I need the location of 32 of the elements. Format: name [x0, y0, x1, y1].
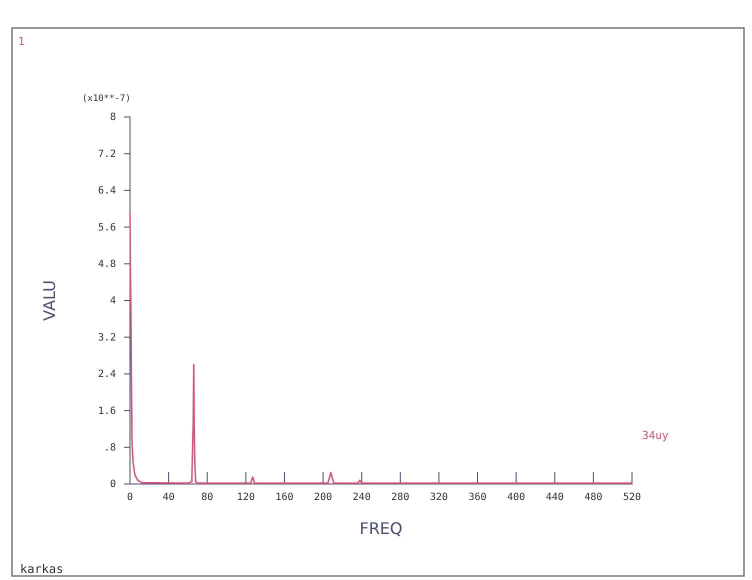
x-tick-label: 0 — [126, 492, 134, 503]
x-tick-label: 440 — [546, 492, 564, 503]
x-tick-label: 80 — [201, 492, 214, 503]
y-tick-label: 1.6 — [98, 406, 116, 417]
x-tick-label: 120 — [236, 492, 255, 503]
y-tick-label: 8 — [110, 112, 116, 124]
text: 1 — [18, 35, 25, 48]
x-axis-title: FREQ — [359, 519, 403, 538]
text: karkas — [20, 562, 64, 576]
x-tick-label: 360 — [468, 492, 487, 503]
line-series — [129, 212, 633, 484]
x-tick-label: 240 — [352, 492, 371, 503]
y-tick-label: 3.2 — [98, 332, 116, 344]
y-tick-label: 7.2 — [98, 148, 116, 160]
text: 34uy — [642, 429, 669, 442]
y-axis-title: VALU — [40, 280, 59, 321]
x-tick-label: 400 — [507, 492, 526, 503]
x-tick-label: 520 — [622, 492, 642, 503]
y-tick-label: 6.4 — [98, 186, 116, 197]
x-tick-label: 160 — [275, 492, 294, 503]
x-tick-label: 40 — [162, 492, 175, 503]
y-tick-label: 4.8 — [98, 259, 116, 270]
x-tick-label: 480 — [584, 492, 602, 503]
y-tick-label: 4 — [110, 296, 116, 307]
y-tick-label: 5.6 — [98, 222, 116, 234]
text: (x10**-7) — [82, 94, 131, 104]
x-tick-label: 200 — [314, 492, 332, 503]
x-tick-label: 280 — [391, 492, 410, 503]
y-tick-label: .8 — [104, 442, 116, 454]
x-tick-label: 320 — [430, 492, 448, 503]
y-tick-label: 0 — [110, 479, 116, 490]
y-tick-label: 2.4 — [98, 369, 116, 380]
